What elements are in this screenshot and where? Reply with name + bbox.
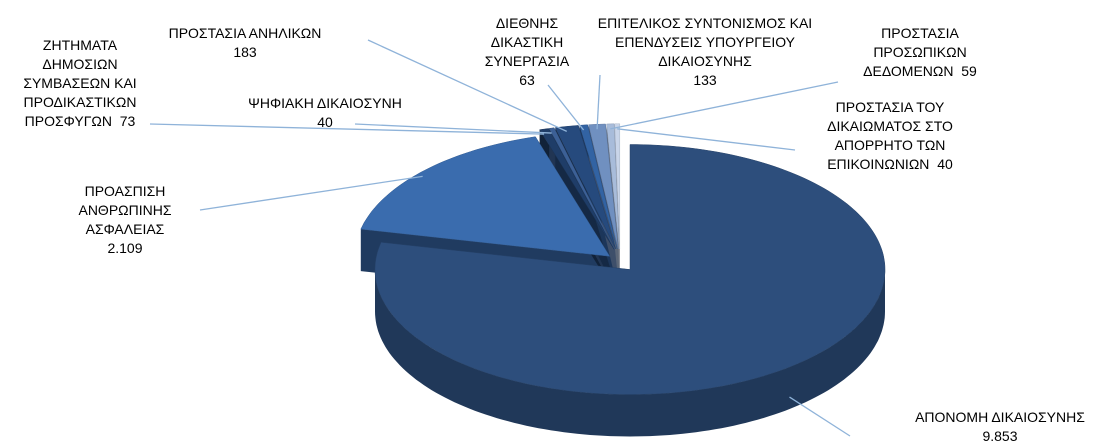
slice-side (375, 269, 885, 437)
data-label: ΠΡΟΣΤΑΣΙΑ ΑΝΗΛΙΚΩΝ 183 (135, 24, 355, 62)
slice (554, 125, 617, 250)
slice (606, 123, 620, 249)
data-label: ΔΙΕΘΝΗΣ ΔΙΚΑΣΤΙΚΗ ΣΥΝΕΡΓΑΣΙΑ 63 (482, 14, 572, 90)
slice-name: ΠΡΟΣΤΑΣΙΑ ΤΟΥ ΔΙΚΑΙΩΜΑΤΟΣ ΣΤΟ ΑΠΟΡΡΗΤΟ Τ… (827, 99, 953, 172)
leader-line (547, 84, 585, 131)
leader-line (367, 39, 568, 132)
slice (614, 123, 621, 249)
slice (374, 144, 886, 395)
slice-name: ΠΡΟΣΤΑΣΙΑ ΑΝΗΛΙΚΩΝ (168, 25, 322, 41)
leader-line (354, 123, 552, 134)
slice-value: 73 (119, 113, 136, 129)
slice-value: 133 (693, 72, 717, 88)
slice (548, 127, 615, 250)
data-label: ΠΡΟΣΤΑΣΙΑ ΠΡΟΣΩΠΙΚΩΝ ΔΕΔΟΜΕΝΩΝ 59 (855, 24, 985, 81)
data-label: ΑΠΟΝΟΜΗ ΔΙΚΑΙΟΣΥΝΗΣ 9.853 (880, 408, 1113, 446)
slice-name: ΖΗΤΗΜΑΤΑ ΔΗΜΟΣΙΩΝ ΣΥΜΒΑΣΕΩΝ ΚΑΙ ΠΡΟΔΙΚΑΣ… (23, 37, 137, 129)
leader-line (199, 175, 423, 211)
leader-line (789, 396, 851, 437)
slice-value: 2.109 (107, 240, 143, 256)
leader-line (596, 74, 601, 130)
leader-line (149, 123, 545, 135)
slice-name: ΠΡΟΑΣΠΙΣΗ ΑΝΘΡΩΠΙΝΗΣ ΑΣΦΑΛΕΙΑΣ (78, 183, 172, 237)
slice-value: 183 (233, 44, 257, 60)
leader-line (610, 81, 839, 130)
data-label: ΖΗΤΗΜΑΤΑ ΔΗΜΟΣΙΩΝ ΣΥΜΒΑΣΕΩΝ ΚΑΙ ΠΡΟΔΙΚΑΣ… (15, 36, 145, 131)
slice-value: 40 (937, 156, 953, 172)
data-label: ΠΡΟΣΤΑΣΙΑ ΤΟΥ ΔΙΚΑΙΩΜΑΤΟΣ ΣΤΟ ΑΠΟΡΡΗΤΟ Τ… (795, 98, 985, 174)
slice (579, 124, 618, 249)
slice-name: ΔΙΕΘΝΗΣ ΔΙΚΑΣΤΙΚΗ ΣΥΝΕΡΓΑΣΙΑ (484, 15, 570, 69)
slice (360, 136, 611, 257)
slice-name: ΑΠΟΝΟΜΗ ΔΙΚΑΙΟΣΥΝΗΣ (915, 409, 1085, 425)
leader-line (617, 128, 796, 151)
slice-value: 59 (961, 63, 977, 79)
data-label: ΨΗΦΙΑΚΗ ΔΙΚΑΙΟΣΥΝΗ 40 (245, 94, 405, 132)
slice-value: 40 (317, 114, 333, 130)
slice-value: 63 (519, 72, 535, 88)
slice-name: ΕΠΙΤΕΛΙΚΟΣ ΣΥΝΤΟΝΙΣΜΟΣ ΚΑΙ ΕΠΕΝΔΥΣΕΙΣ ΥΠ… (597, 15, 813, 69)
data-label: ΕΠΙΤΕΛΙΚΟΣ ΣΥΝΤΟΝΙΣΜΟΣ ΚΑΙ ΕΠΕΝΔΥΣΕΙΣ ΥΠ… (575, 14, 835, 90)
slice (539, 128, 615, 250)
slice-name: ΨΗΦΙΑΚΗ ΔΙΚΑΙΟΣΥΝΗ (248, 95, 402, 111)
slice-name: ΠΡΟΣΤΑΣΙΑ ΠΡΟΣΩΠΙΚΩΝ ΔΕΔΟΜΕΝΩΝ (863, 25, 967, 79)
data-label: ΠΡΟΑΣΠΙΣΗ ΑΝΘΡΩΠΙΝΗΣ ΑΣΦΑΛΕΙΑΣ 2.109 (65, 182, 185, 258)
slice-value: 9.853 (982, 428, 1018, 444)
